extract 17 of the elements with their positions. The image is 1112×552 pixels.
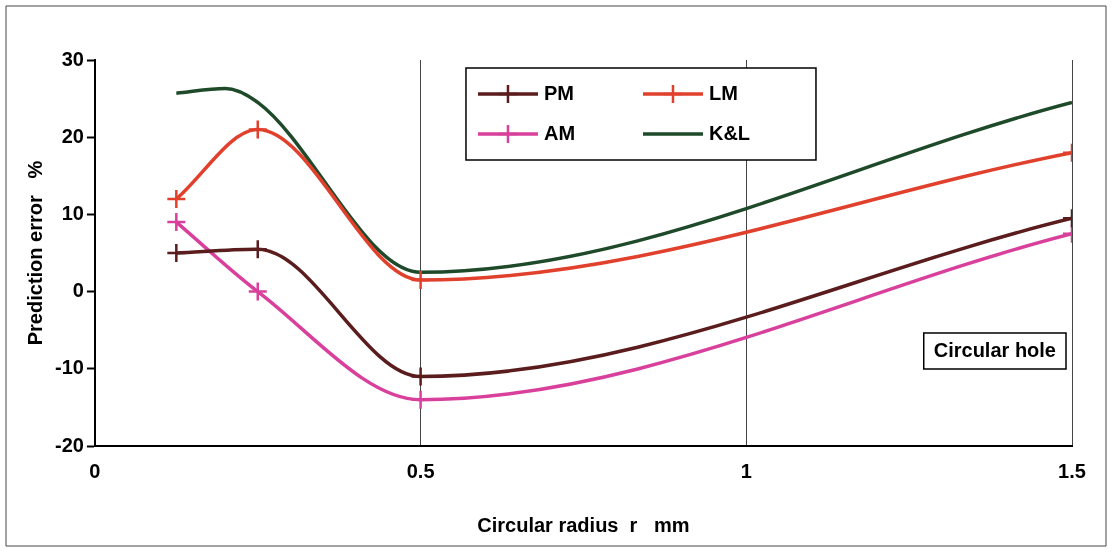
annotation: Circular hole: [933, 338, 1056, 361]
y-tick-label: 10: [61, 201, 84, 224]
y-tick-label: -10: [55, 356, 84, 379]
legend-label: PM: [543, 81, 574, 104]
legend-label: LM: [708, 81, 738, 104]
legend-label: AM: [543, 121, 576, 144]
y-axis-title: Prediction error %: [23, 160, 46, 346]
x-axis-title: Circular radius r mm: [477, 513, 690, 536]
x-tick-label: 0: [89, 459, 101, 482]
legend-label: K&L: [708, 121, 751, 144]
y-tick-label: 0: [72, 279, 84, 302]
x-tick-label: 1: [740, 459, 752, 482]
y-tick-label: 20: [61, 124, 84, 147]
x-tick-label: 1.5: [1058, 459, 1086, 482]
y-tick-label: 30: [61, 47, 84, 70]
x-tick-label: 0.5: [406, 459, 435, 482]
y-tick-label: -20: [55, 433, 84, 456]
